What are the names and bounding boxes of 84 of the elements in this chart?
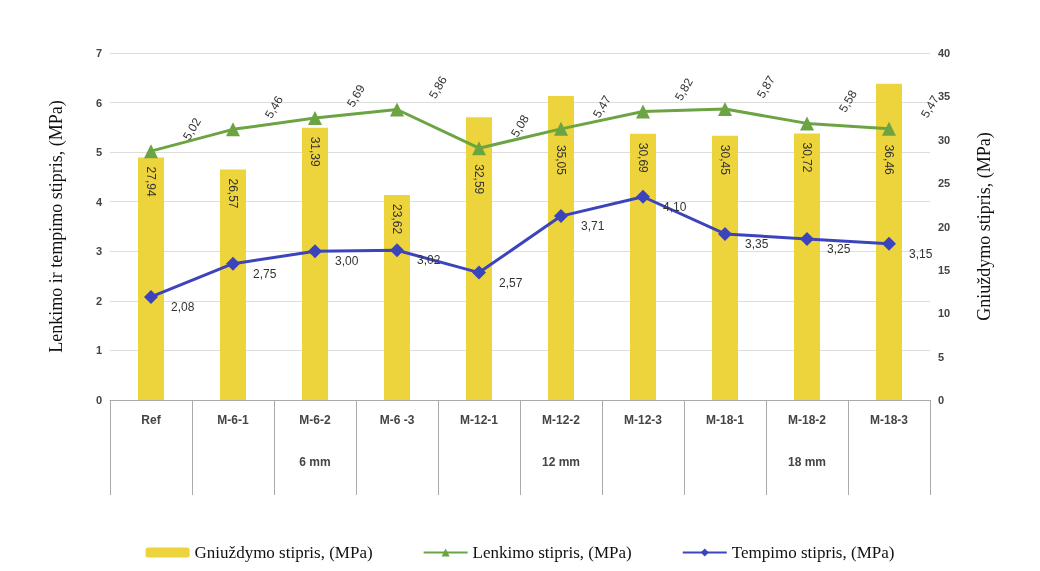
bar — [712, 135, 738, 400]
data-label: 2,57 — [499, 275, 523, 290]
y2-tick-label: 5 — [938, 350, 945, 363]
data-label: 3,35 — [745, 236, 769, 251]
data-label: 2,08 — [171, 299, 195, 314]
point — [718, 102, 732, 117]
x-tick-label: M-6 -3 — [379, 413, 415, 427]
y2-tick-label: 30 — [938, 133, 951, 146]
data-label: 31,39 — [308, 136, 322, 168]
x-tick-label: M-6-1 — [217, 413, 249, 427]
bar — [876, 83, 902, 400]
y2-tick-label: 25 — [938, 177, 951, 190]
y2-tick-label: 40 — [938, 47, 951, 59]
point — [636, 104, 650, 119]
data-label: 32,59 — [472, 164, 486, 195]
y2-axis-title: Gniuždymo stipris, (MPa) — [974, 132, 995, 321]
point — [144, 144, 158, 159]
point — [554, 209, 568, 224]
data-label: 35,05 — [554, 144, 568, 176]
point — [800, 116, 814, 131]
y2-tick-label: 15 — [938, 263, 951, 276]
point — [882, 121, 896, 136]
point — [390, 243, 404, 258]
legend-label: Gniuždymo stipris, (MPa) — [194, 543, 373, 562]
point — [472, 265, 486, 280]
y-tick-label: 6 — [95, 96, 102, 109]
y2-tick-label: 10 — [938, 307, 951, 320]
x-tick-label: M-12-3 — [623, 413, 663, 427]
y-tick-label: 5 — [95, 146, 102, 159]
data-label: 3,00 — [335, 254, 359, 269]
data-label: 2,75 — [253, 266, 277, 281]
bar — [220, 169, 246, 400]
bar — [548, 95, 574, 400]
x-tick-label: M-12-1 — [459, 413, 499, 427]
data-label: 23,62 — [390, 204, 404, 235]
point — [308, 110, 322, 125]
data-label: 30,69 — [636, 142, 650, 174]
x-tick-label: M-18-2 — [787, 413, 827, 427]
bar — [466, 117, 492, 400]
y-tick-label: 0 — [95, 394, 102, 406]
y2-tick-label: 35 — [938, 90, 951, 103]
y-axis-title: Lenkimo ir tempimo stipris, (MPa) — [46, 100, 67, 353]
y-tick-label: 1 — [95, 344, 102, 357]
point — [800, 231, 814, 246]
y2-tick-label: 20 — [938, 220, 951, 233]
y-tick-label: 3 — [95, 245, 102, 258]
point — [718, 226, 732, 241]
bar — [794, 133, 820, 400]
data-label: 30,45 — [718, 144, 732, 176]
data-label: 36,46 — [882, 144, 896, 176]
point — [472, 141, 486, 156]
point — [554, 121, 568, 136]
x-tick-label: M-6-2 — [299, 413, 331, 427]
point — [636, 189, 650, 204]
data-label: 26,57 — [226, 178, 240, 209]
legend-label: Lenkimo stipris, (MPa) — [472, 543, 632, 562]
point — [226, 122, 240, 137]
text: 12 mm — [541, 455, 581, 469]
bar — [138, 157, 164, 400]
x-tick-label: M-12-2 — [541, 413, 581, 427]
point — [882, 236, 896, 251]
text: 18 mm — [787, 455, 827, 469]
x-tick-label: Ref — [141, 413, 162, 427]
legend-label: Tempimo stipris, (MPa) — [731, 543, 895, 562]
data-label: 3,15 — [909, 246, 933, 261]
y-tick-label: 7 — [95, 47, 102, 59]
data-label: 3,25 — [827, 241, 851, 256]
bar — [302, 127, 328, 400]
data-label: 3,71 — [581, 219, 605, 234]
x-tick-label: M-18-1 — [705, 413, 745, 427]
bar — [630, 133, 656, 400]
bar — [384, 195, 410, 400]
point — [308, 244, 322, 259]
data-label: 27,94 — [144, 166, 158, 197]
data-label: 30,72 — [800, 142, 814, 173]
y2-tick-label: 0 — [938, 394, 945, 406]
point — [390, 102, 404, 117]
y-tick-label: 2 — [95, 294, 102, 307]
point — [144, 289, 158, 304]
x-tick-label: M-18-3 — [869, 413, 909, 427]
data-label: 4,10 — [663, 199, 687, 214]
point — [226, 256, 240, 271]
text: 6 mm — [299, 455, 331, 469]
y-tick-label: 4 — [95, 195, 103, 208]
